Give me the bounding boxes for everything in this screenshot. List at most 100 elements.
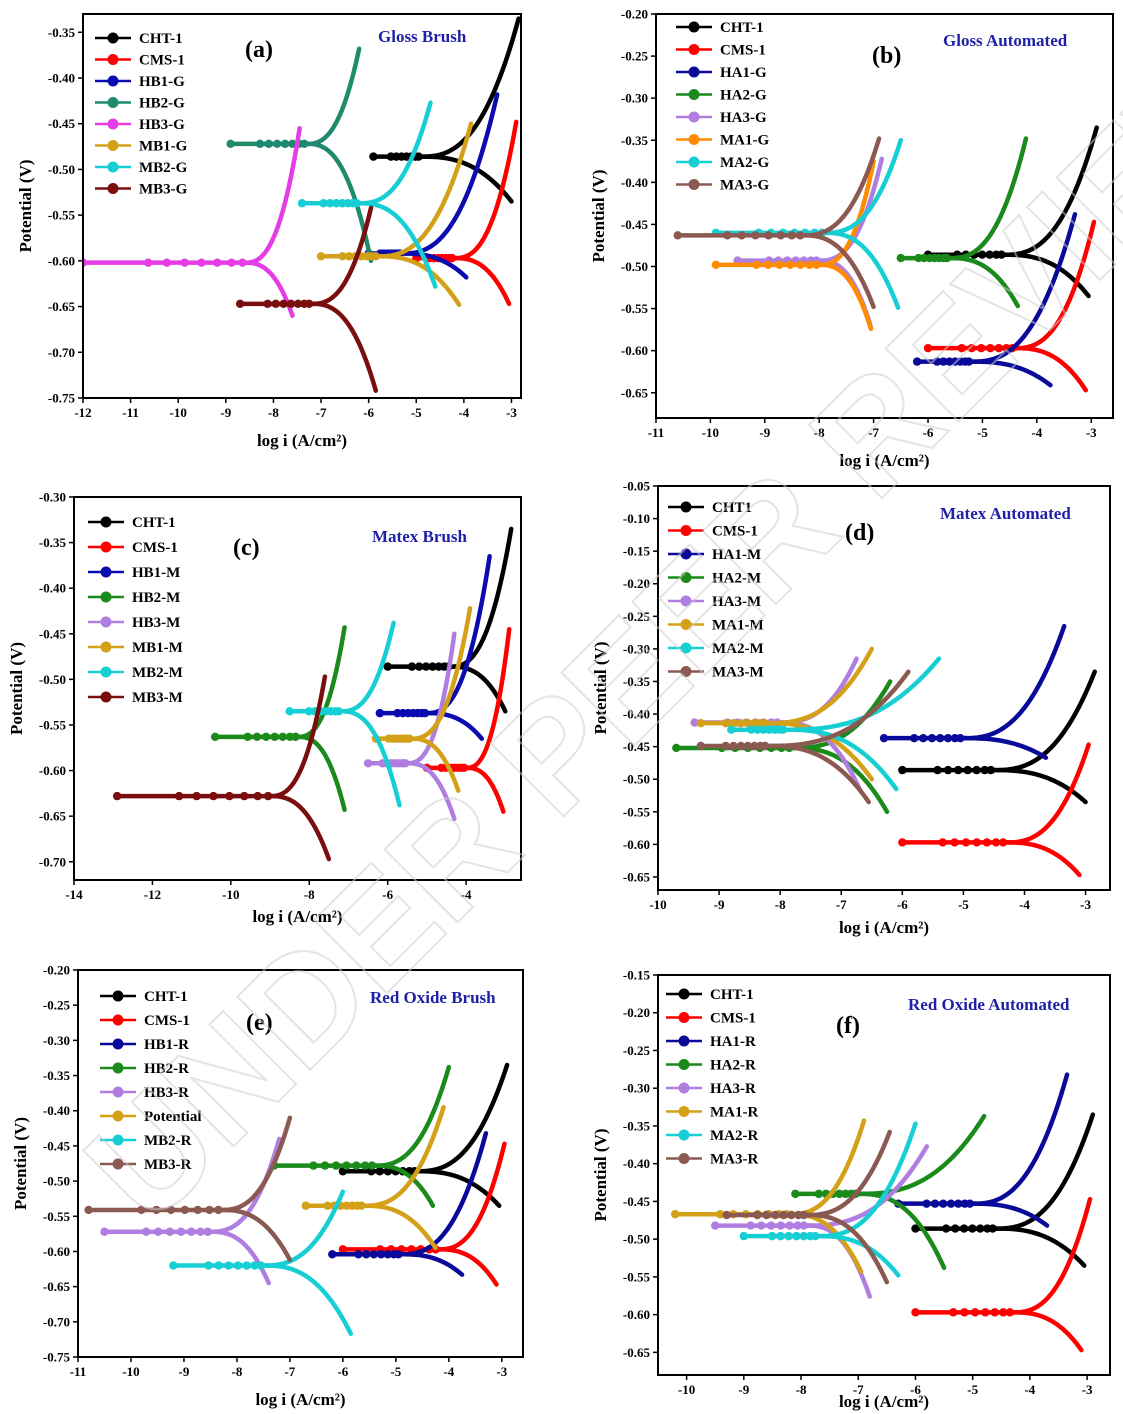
- data-point: [796, 260, 805, 270]
- legend-swatch-marker: [100, 591, 112, 603]
- x-tick-label: -10: [649, 897, 666, 912]
- data-point: [225, 791, 234, 801]
- legend-label: CHT-1: [144, 989, 188, 1005]
- y-tick-label: -0.35: [623, 674, 651, 689]
- data-point: [787, 231, 796, 240]
- cathodic-branch: [309, 301, 379, 393]
- legend-swatch-marker: [112, 1158, 124, 1170]
- data-point: [383, 1250, 392, 1259]
- y-tick-label: -0.45: [39, 626, 67, 641]
- data-point: [792, 1231, 801, 1241]
- cathodic-branch: [361, 1203, 438, 1251]
- data-point: [323, 1201, 332, 1210]
- data-point: [806, 1231, 815, 1241]
- data-point: [242, 1261, 251, 1270]
- y-tick-label: -0.45: [48, 116, 76, 131]
- legend-swatch-marker: [678, 1059, 690, 1070]
- cathodic-branch: [1010, 1310, 1084, 1353]
- legend-swatch-marker: [112, 990, 124, 1002]
- x-tick-label: -7: [316, 405, 327, 420]
- data-point: [711, 260, 721, 270]
- data-point: [250, 1261, 259, 1270]
- legend-swatch-marker: [688, 134, 700, 145]
- panel-label: (a): [245, 37, 273, 63]
- data-point: [375, 1167, 384, 1176]
- data-point: [100, 1227, 109, 1236]
- data-point: [967, 343, 976, 353]
- data-point: [960, 1308, 969, 1317]
- y-tick-label: -0.50: [623, 772, 650, 787]
- legend-swatch-marker: [678, 1035, 690, 1047]
- y-tick-label: -0.65: [48, 299, 76, 314]
- legend-swatch-marker: [100, 541, 112, 553]
- y-tick-label: -0.15: [623, 544, 651, 559]
- data-point: [192, 791, 201, 801]
- data-point: [794, 1210, 803, 1220]
- data-point: [363, 759, 373, 768]
- data-point: [673, 231, 682, 240]
- data-point: [389, 1250, 399, 1259]
- x-tick-label: -7: [284, 1364, 295, 1379]
- legend: CHT-1 CMS-1 HA1-R HA2-R HA3-R MA1-R MA2-R MA3-R: [666, 987, 758, 1168]
- data-point: [936, 733, 945, 743]
- x-axis-label: log i (A/cm²): [252, 907, 342, 926]
- legend-swatch-marker: [678, 1106, 690, 1117]
- legend-label: CMS-1: [132, 540, 178, 556]
- data-point: [180, 258, 189, 267]
- y-tick-label: -0.65: [621, 385, 649, 400]
- data-point: [779, 1210, 788, 1220]
- x-tick-label: -9: [759, 425, 770, 440]
- data-point: [721, 718, 731, 728]
- data-point: [983, 1224, 992, 1233]
- data-point: [812, 260, 821, 270]
- y-tick-label: -0.75: [48, 391, 76, 406]
- legend-label: HA2-G: [720, 88, 767, 104]
- legend-swatch-marker: [678, 1129, 690, 1141]
- x-axis-label: log i (A/cm²): [257, 431, 347, 450]
- data-point: [263, 791, 273, 801]
- data-point: [393, 708, 402, 718]
- legend: CHT-1 CMS-1 HB1-R HB2-R HB3-R Potential MB2-R M…: [100, 989, 202, 1173]
- x-tick-label: -8: [775, 897, 786, 912]
- y-tick-label: -0.20: [621, 7, 648, 22]
- y-tick-label: -0.30: [623, 1081, 650, 1096]
- legend-swatch-marker: [678, 1012, 690, 1023]
- data-point: [949, 1308, 958, 1317]
- legend-label: CHT-1: [720, 20, 764, 36]
- data-point: [727, 725, 736, 734]
- legend-swatch-marker: [680, 666, 692, 677]
- data-point: [990, 1308, 999, 1317]
- data-point: [977, 250, 987, 259]
- anodic-branch: [993, 1112, 1096, 1231]
- data-point: [841, 1189, 850, 1199]
- data-point: [263, 299, 272, 309]
- data-point: [972, 765, 981, 775]
- legend-label: HB1-M: [132, 565, 180, 581]
- cathodic-branch: [961, 735, 1049, 760]
- y-tick-label: -0.45: [623, 739, 651, 754]
- data-point: [196, 1227, 205, 1236]
- data-point: [421, 662, 431, 671]
- cathodic-branch: [267, 793, 332, 862]
- data-point: [338, 252, 347, 261]
- data-point: [756, 718, 765, 728]
- x-tick-label: -10: [122, 1364, 139, 1379]
- legend-label: HA2-M: [712, 571, 761, 587]
- legend-swatch-marker: [100, 691, 112, 703]
- plot-frame: [73, 496, 522, 881]
- y-tick-label: -0.25: [623, 1043, 651, 1058]
- x-tick-label: -5: [958, 897, 969, 912]
- legend-label: HA3-G: [720, 110, 767, 126]
- legend-label: MB1-G: [139, 139, 188, 155]
- data-point: [264, 139, 273, 149]
- legend-label: CMS-1: [139, 53, 185, 69]
- data-point: [301, 1201, 310, 1210]
- legend: CHT-1 CMS-1 HB1-M HB2-M HB3-M MB1-M MB2-M MB3-M: [88, 515, 183, 706]
- legend-label: CHT-1: [139, 31, 183, 47]
- x-tick-label: -12: [144, 887, 161, 902]
- panel-label: (c): [233, 535, 260, 561]
- data-point: [342, 1201, 351, 1210]
- series-MB2-R: [169, 1189, 354, 1337]
- plot-area: [83, 16, 521, 393]
